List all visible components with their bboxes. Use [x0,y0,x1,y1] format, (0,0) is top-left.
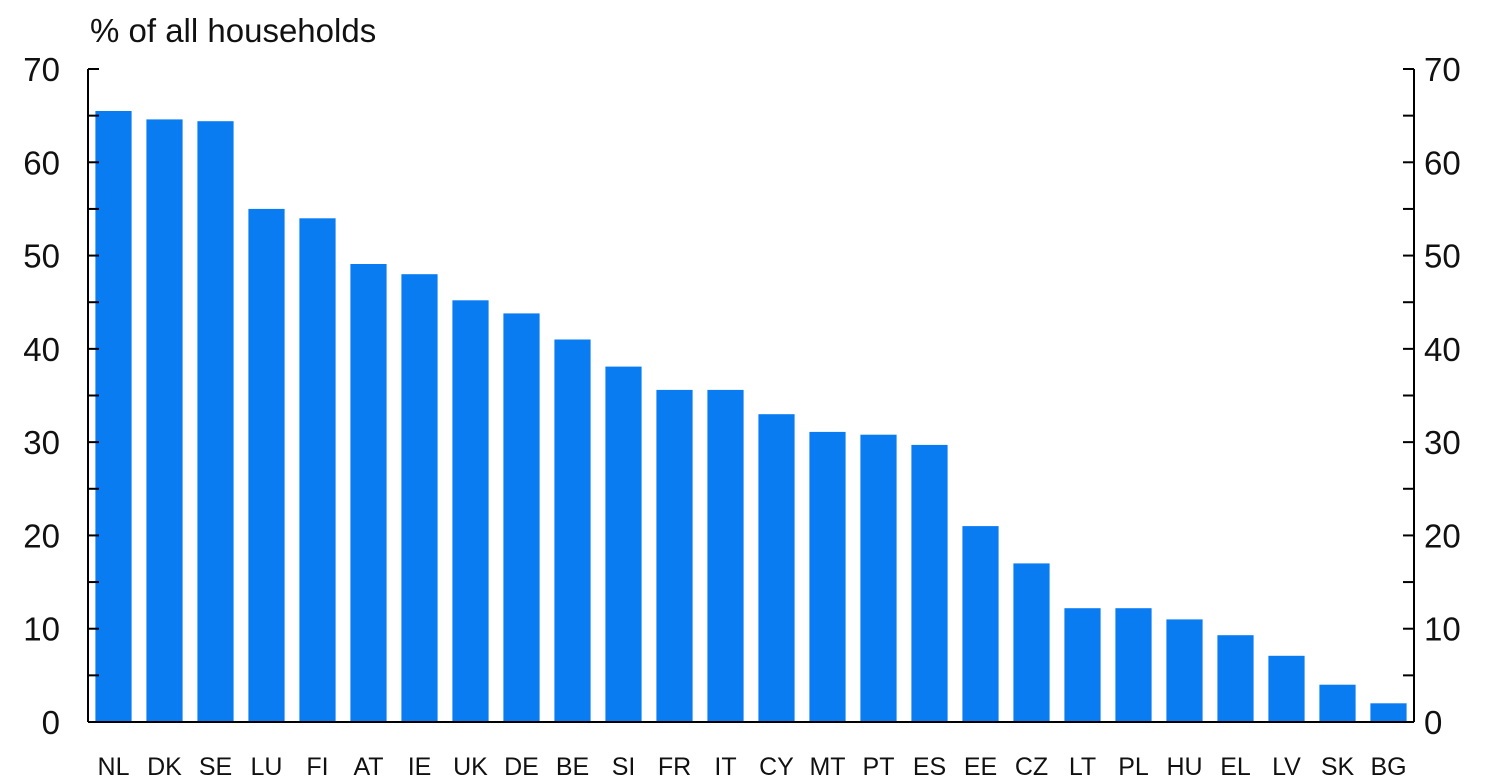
left-y-tick-label: 20 [23,517,60,554]
right-y-tick-label: 40 [1424,331,1461,368]
bar-es [911,444,948,722]
x-tick-label-de: DE [504,753,539,780]
x-tick-label-uk: UK [453,753,488,780]
x-tick-label-ie: IE [408,753,432,780]
axes-group [87,68,1415,723]
right-y-tick-label: 20 [1424,517,1461,554]
x-tick-label-lt: LT [1069,753,1096,780]
bar-lu [248,208,285,722]
x-tick-label-el: EL [1220,753,1251,780]
x-tick-label-fr: FR [658,753,691,780]
x-tick-labels: NL DK SE LU FI AT IE UK DE BE SI FR IT CY MT PT ES EE CZ LT… [98,753,1407,780]
x-tick-label-si: SI [612,753,636,780]
x-tick-label-fi: FI [306,753,328,780]
left-y-tick-label: 70 [23,51,60,88]
x-tick-label-nl: NL [98,753,130,780]
bar-pl [1115,608,1152,722]
x-tick-label-mt: MT [809,753,845,780]
right-y-tick-label: 60 [1424,144,1461,181]
x-tick-label-cy: CY [759,753,794,780]
left-y-tick-label: 0 [42,704,60,741]
bar-de [503,313,540,722]
x-tick-label-es: ES [913,753,946,780]
bar-si [605,366,642,722]
bar-pt [860,434,897,722]
left-y-tick-label: 10 [23,611,60,648]
x-tick-label-be: BE [556,753,589,780]
x-tick-label-bg: BG [1370,753,1406,780]
x-tick-label-pt: PT [863,753,895,780]
right-y-tick-label: 10 [1424,611,1461,648]
bar-nl [95,111,132,722]
x-tick-label-it: IT [714,753,736,780]
bars-group [95,111,1407,723]
x-tick-label-at: AT [353,753,383,780]
right-y-tick-label: 70 [1424,51,1461,88]
right-y-tick-label: 0 [1424,704,1442,741]
bar-ee [962,526,999,722]
bar-cz [1013,563,1050,722]
left-y-tick-labels: 0 10 20 30 40 50 60 70 [23,51,60,741]
x-tick-label-lv: LV [1272,753,1301,780]
x-tick-label-se: SE [199,753,232,780]
bar-dk [146,119,183,722]
bar-cy [758,414,795,722]
x-tick-label-hu: HU [1166,753,1202,780]
bar-hu [1166,619,1203,722]
bar-be [554,339,591,722]
x-tick-label-sk: SK [1321,753,1355,780]
bar-se [197,121,234,722]
bar-uk [452,300,489,722]
bar-fr [656,389,693,722]
bar-it [707,389,744,722]
bar-mt [809,431,846,722]
x-tick-label-dk: DK [147,753,182,780]
left-y-tick-label: 50 [23,238,60,275]
bar-bg [1370,703,1407,722]
bar-at [350,264,387,722]
left-y-tick-label: 30 [23,424,60,461]
bar-fi [299,218,336,723]
bar-el [1217,635,1254,722]
bar-lv [1268,655,1305,722]
right-y-tick-labels: 0 10 20 30 40 50 60 70 [1424,51,1461,741]
x-tick-label-cz: CZ [1015,753,1048,780]
y-axis-unit-label: % of all households [90,12,377,49]
left-y-tick-label: 60 [23,144,60,181]
right-y-tick-label: 30 [1424,424,1461,461]
bar-lt [1064,608,1101,722]
x-tick-label-lu: LU [251,753,283,780]
bar-sk [1319,684,1356,722]
left-y-tick-label: 40 [23,331,60,368]
x-tick-label-ee: EE [964,753,997,780]
bar-ie [401,274,438,722]
x-tick-label-pl: PL [1118,753,1149,780]
right-y-tick-label: 50 [1424,238,1461,275]
